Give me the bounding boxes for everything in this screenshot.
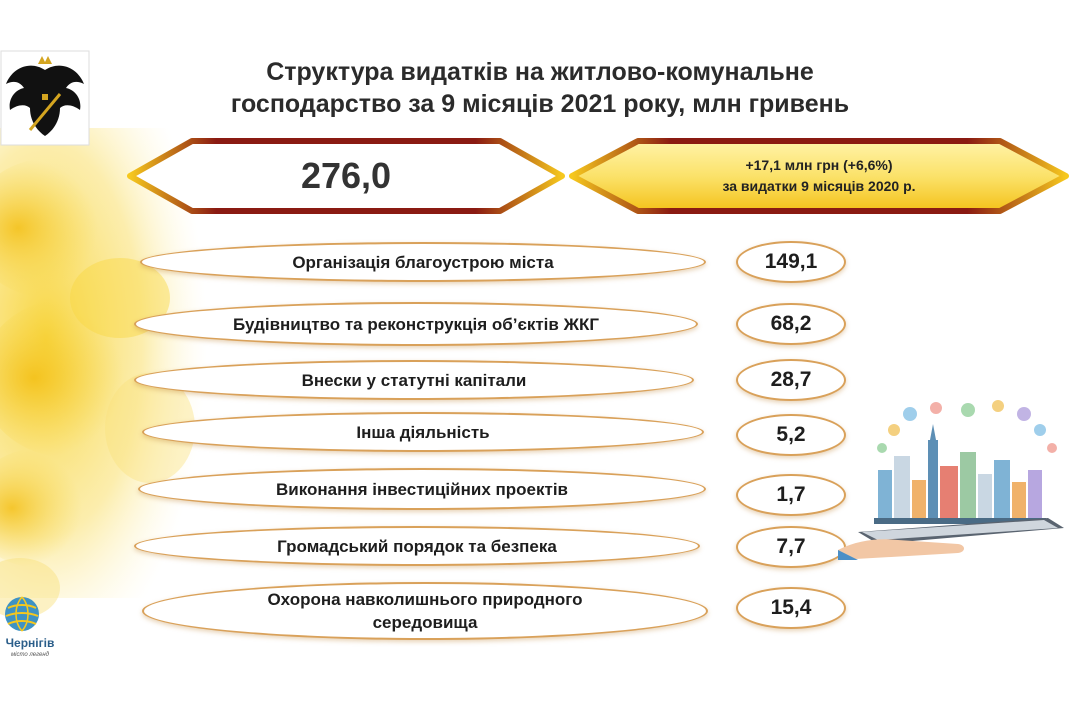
value-pill-other-activity: 5,2 [736, 414, 846, 456]
change-hexagon: +17,1 млн грн (+6,6%) за видатки 9 місяц… [568, 138, 1070, 214]
category-value: 15,4 [770, 596, 812, 619]
category-pill-environment: Охорона навколишнього природного середов… [142, 582, 708, 640]
category-value: 5,2 [776, 423, 806, 446]
change-line-2: за видатки 9 місяців 2020 р. [722, 178, 916, 194]
category-pill-other-activity: Інша діяльність [142, 412, 704, 452]
value-pill-investment-projects: 1,7 [736, 474, 846, 516]
category-value: 7,7 [776, 535, 806, 558]
value-pill-landscaping: 149,1 [736, 241, 846, 283]
value-pill-environment: 15,4 [736, 587, 846, 629]
total-hexagon: 276,0 [126, 138, 566, 214]
category-value: 149,1 [764, 250, 818, 273]
title-line-1: Структура видатків на житлово-комунальне [266, 58, 814, 86]
value-pill-public-order: 7,7 [736, 526, 846, 568]
change-text-box: +17,1 млн грн (+6,6%) за видатки 9 місяц… [568, 138, 1070, 214]
total-value: 276,0 [300, 155, 392, 196]
category-label: Внески у статутні капітали [301, 370, 527, 390]
category-label: Будівництво та реконструкція об’єктів ЖК… [233, 314, 599, 334]
total-value-box: 276,0 [126, 138, 566, 214]
smart-city-hand-icon [838, 400, 1064, 560]
category-label: Виконання інвестиційних проектів [276, 479, 568, 499]
logo-tagline: місто легенд [11, 652, 49, 658]
change-hexagon-shape [569, 138, 1069, 214]
category-label: Організація благоустрою міста [292, 252, 554, 272]
category-value: 28,7 [770, 368, 812, 391]
category-value: 1,7 [776, 483, 806, 506]
category-label: Інша діяльність [356, 422, 490, 442]
eagle-crest-icon [0, 50, 90, 146]
chernihiv-globe-logo-icon [5, 596, 39, 632]
category-pill-investment-projects: Виконання інвестиційних проектів [138, 468, 706, 510]
category-pill-landscaping: Організація благоустрою міста [140, 242, 706, 282]
category-value: 68,2 [770, 312, 812, 335]
category-pill-construction: Будівництво та реконструкція об’єктів ЖК… [134, 302, 698, 346]
category-pill-capital-contributions: Внески у статутні капітали [134, 360, 694, 400]
value-pill-capital-contributions: 28,7 [736, 359, 846, 401]
category-label-line-2: середовища [372, 613, 478, 632]
value-pill-construction: 68,2 [736, 303, 846, 345]
change-line-1: +17,1 млн грн (+6,6%) [745, 157, 893, 173]
category-label-line-1: Охорона навколишнього природного [267, 590, 583, 609]
category-pill-public-order: Громадський порядок та безпека [134, 526, 700, 566]
logo-name: Чернігів [5, 636, 55, 650]
title-line-2: господарство за 9 місяців 2021 року, млн… [230, 90, 850, 118]
total-hexagon-shape [127, 138, 565, 214]
category-label: Громадський порядок та безпека [277, 536, 557, 556]
slide-title: Структура видатків на житлово-комунальне… [180, 56, 900, 120]
slide: Структура видатків на житлово-комунальне… [0, 48, 1080, 668]
